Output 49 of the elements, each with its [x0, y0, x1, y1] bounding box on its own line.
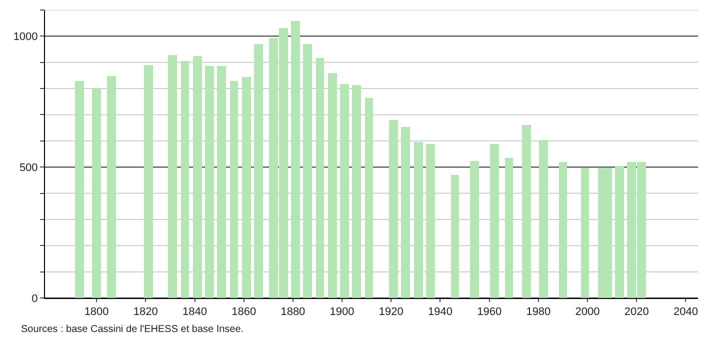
- bar: [254, 44, 263, 298]
- bar: [426, 144, 435, 298]
- bar: [559, 162, 567, 298]
- bar: [291, 21, 300, 298]
- bar: [316, 58, 324, 298]
- bar: [389, 120, 398, 298]
- y-tick-label: 1000: [13, 31, 38, 44]
- bar: [217, 66, 226, 298]
- bar: [352, 85, 361, 298]
- bar: [340, 84, 349, 298]
- x-tick-label: 1800: [84, 306, 109, 318]
- bar: [490, 144, 499, 298]
- bar: [328, 73, 337, 298]
- source-note: Sources : base Cassini de l'EHESS et base Insee.: [21, 324, 244, 335]
- x-tick-label: 2000: [575, 306, 600, 318]
- bar: [230, 81, 238, 298]
- bar: [522, 125, 531, 298]
- bar: [75, 81, 84, 298]
- x-tick-label: 1900: [330, 306, 354, 318]
- bar: [365, 98, 373, 298]
- x-tick-label: 1980: [526, 306, 551, 318]
- x-tick-label: 2020: [624, 306, 649, 318]
- x-tick-label: 1940: [428, 306, 452, 318]
- x-tick-label: 1840: [182, 306, 207, 318]
- bar: [401, 127, 410, 298]
- y-tick-label: 0: [32, 292, 38, 305]
- bar: [242, 77, 251, 298]
- bar: [181, 61, 189, 298]
- bar: [539, 140, 548, 298]
- x-tick-label: 2040: [673, 306, 698, 318]
- bar: [107, 76, 116, 298]
- bar: [205, 66, 214, 298]
- x-tick-label: 1860: [232, 306, 256, 318]
- x-tick-label: 1960: [477, 306, 502, 318]
- bar: [303, 44, 312, 298]
- x-tick-label: 1920: [378, 306, 404, 318]
- bar: [470, 161, 479, 298]
- bar: [193, 56, 202, 298]
- bar: [92, 88, 101, 298]
- bar: [168, 55, 177, 298]
- bar: [615, 166, 624, 298]
- bar: [581, 168, 589, 298]
- bar: [451, 175, 459, 298]
- y-tick-label: 500: [19, 162, 38, 174]
- bar: [144, 65, 153, 298]
- bar: [414, 142, 423, 298]
- x-tick-label: 1820: [133, 306, 158, 318]
- bar: [505, 158, 513, 298]
- x-tick-label: 1880: [280, 306, 306, 318]
